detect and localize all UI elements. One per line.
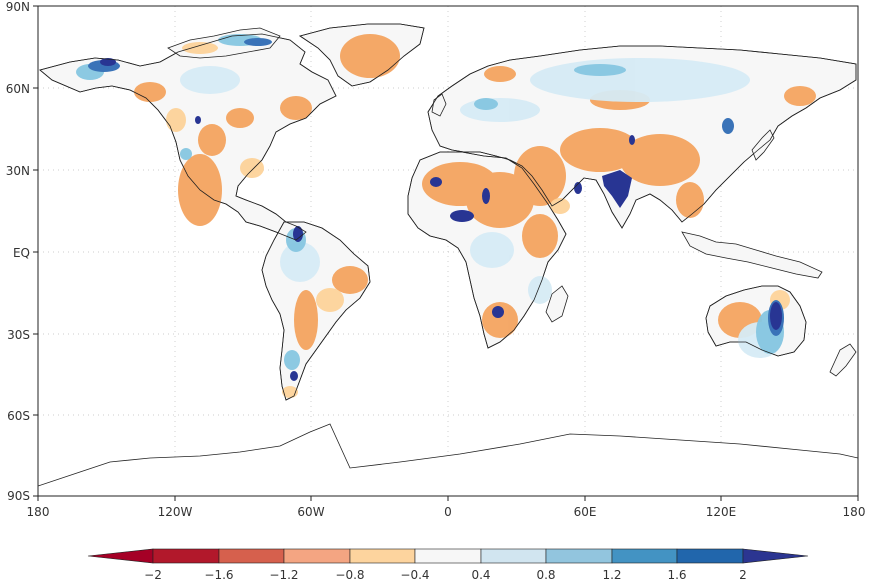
y-tick-label: 30S	[7, 328, 30, 342]
colorbar-segment	[218, 548, 285, 564]
colorbar-segment	[152, 548, 220, 564]
maritime-asia	[681, 231, 823, 279]
coastline-outlines	[39, 23, 857, 401]
madagascar	[545, 285, 569, 323]
colorbar-segment	[349, 548, 416, 564]
y-tick-label: EQ	[13, 246, 30, 260]
colorbar-segment	[414, 548, 482, 564]
colorbar-low-extend	[87, 548, 154, 564]
y-tick-label: 90N	[6, 0, 30, 14]
colorbar-label: 0.4	[471, 568, 490, 581]
japan	[751, 129, 775, 161]
x-tick-label: 180	[843, 505, 866, 519]
colorbar-segment	[676, 548, 744, 564]
colorbar-segment	[283, 548, 351, 564]
colorbar-label: 2	[739, 568, 747, 581]
colorbar-segment	[545, 548, 613, 564]
new-zealand	[829, 343, 857, 377]
x-tick-label: 120W	[158, 505, 193, 519]
x-tick-labels: 180 120W 60W 0 60E 120E 180	[27, 505, 866, 519]
y-tick-label: 30N	[6, 164, 30, 178]
y-tick-label: 90S	[7, 489, 30, 503]
colorbar-label: 1.2	[602, 568, 621, 581]
colorbar-label: −0.8	[335, 568, 364, 581]
colorbar-high-extend	[742, 548, 809, 564]
colorbar: −2 −1.6 −1.2 −0.8 −0.4 0.4 0.8 1.2 1.6 2	[87, 548, 809, 581]
x-tick-label: 60E	[574, 505, 597, 519]
x-tick-label: 120E	[706, 505, 737, 519]
x-tick-label: 60W	[297, 505, 324, 519]
antarctica	[38, 423, 858, 496]
colorbar-label: 0.8	[536, 568, 555, 581]
x-tick-label: 0	[444, 505, 452, 519]
colorbar-segment	[611, 548, 678, 564]
y-tick-label: 60N	[6, 82, 30, 96]
colorbar-label: −2	[144, 568, 162, 581]
colorbar-label: −1.2	[269, 568, 298, 581]
colorbar-label: −0.4	[400, 568, 429, 581]
colorbar-label: 1.6	[667, 568, 686, 581]
y-tick-label: 60S	[7, 409, 30, 423]
colorbar-label: −1.6	[204, 568, 233, 581]
colorbar-segment	[480, 548, 547, 564]
wet-extreme-anomalies	[100, 58, 782, 381]
x-tick-label: 180	[27, 505, 50, 519]
dry-light-anomalies	[166, 42, 790, 398]
dry-anomalies	[134, 34, 816, 350]
y-tick-labels: 90N 60N 30N EQ 30S 60S 90S	[6, 0, 30, 503]
tick-marks	[33, 5, 859, 501]
